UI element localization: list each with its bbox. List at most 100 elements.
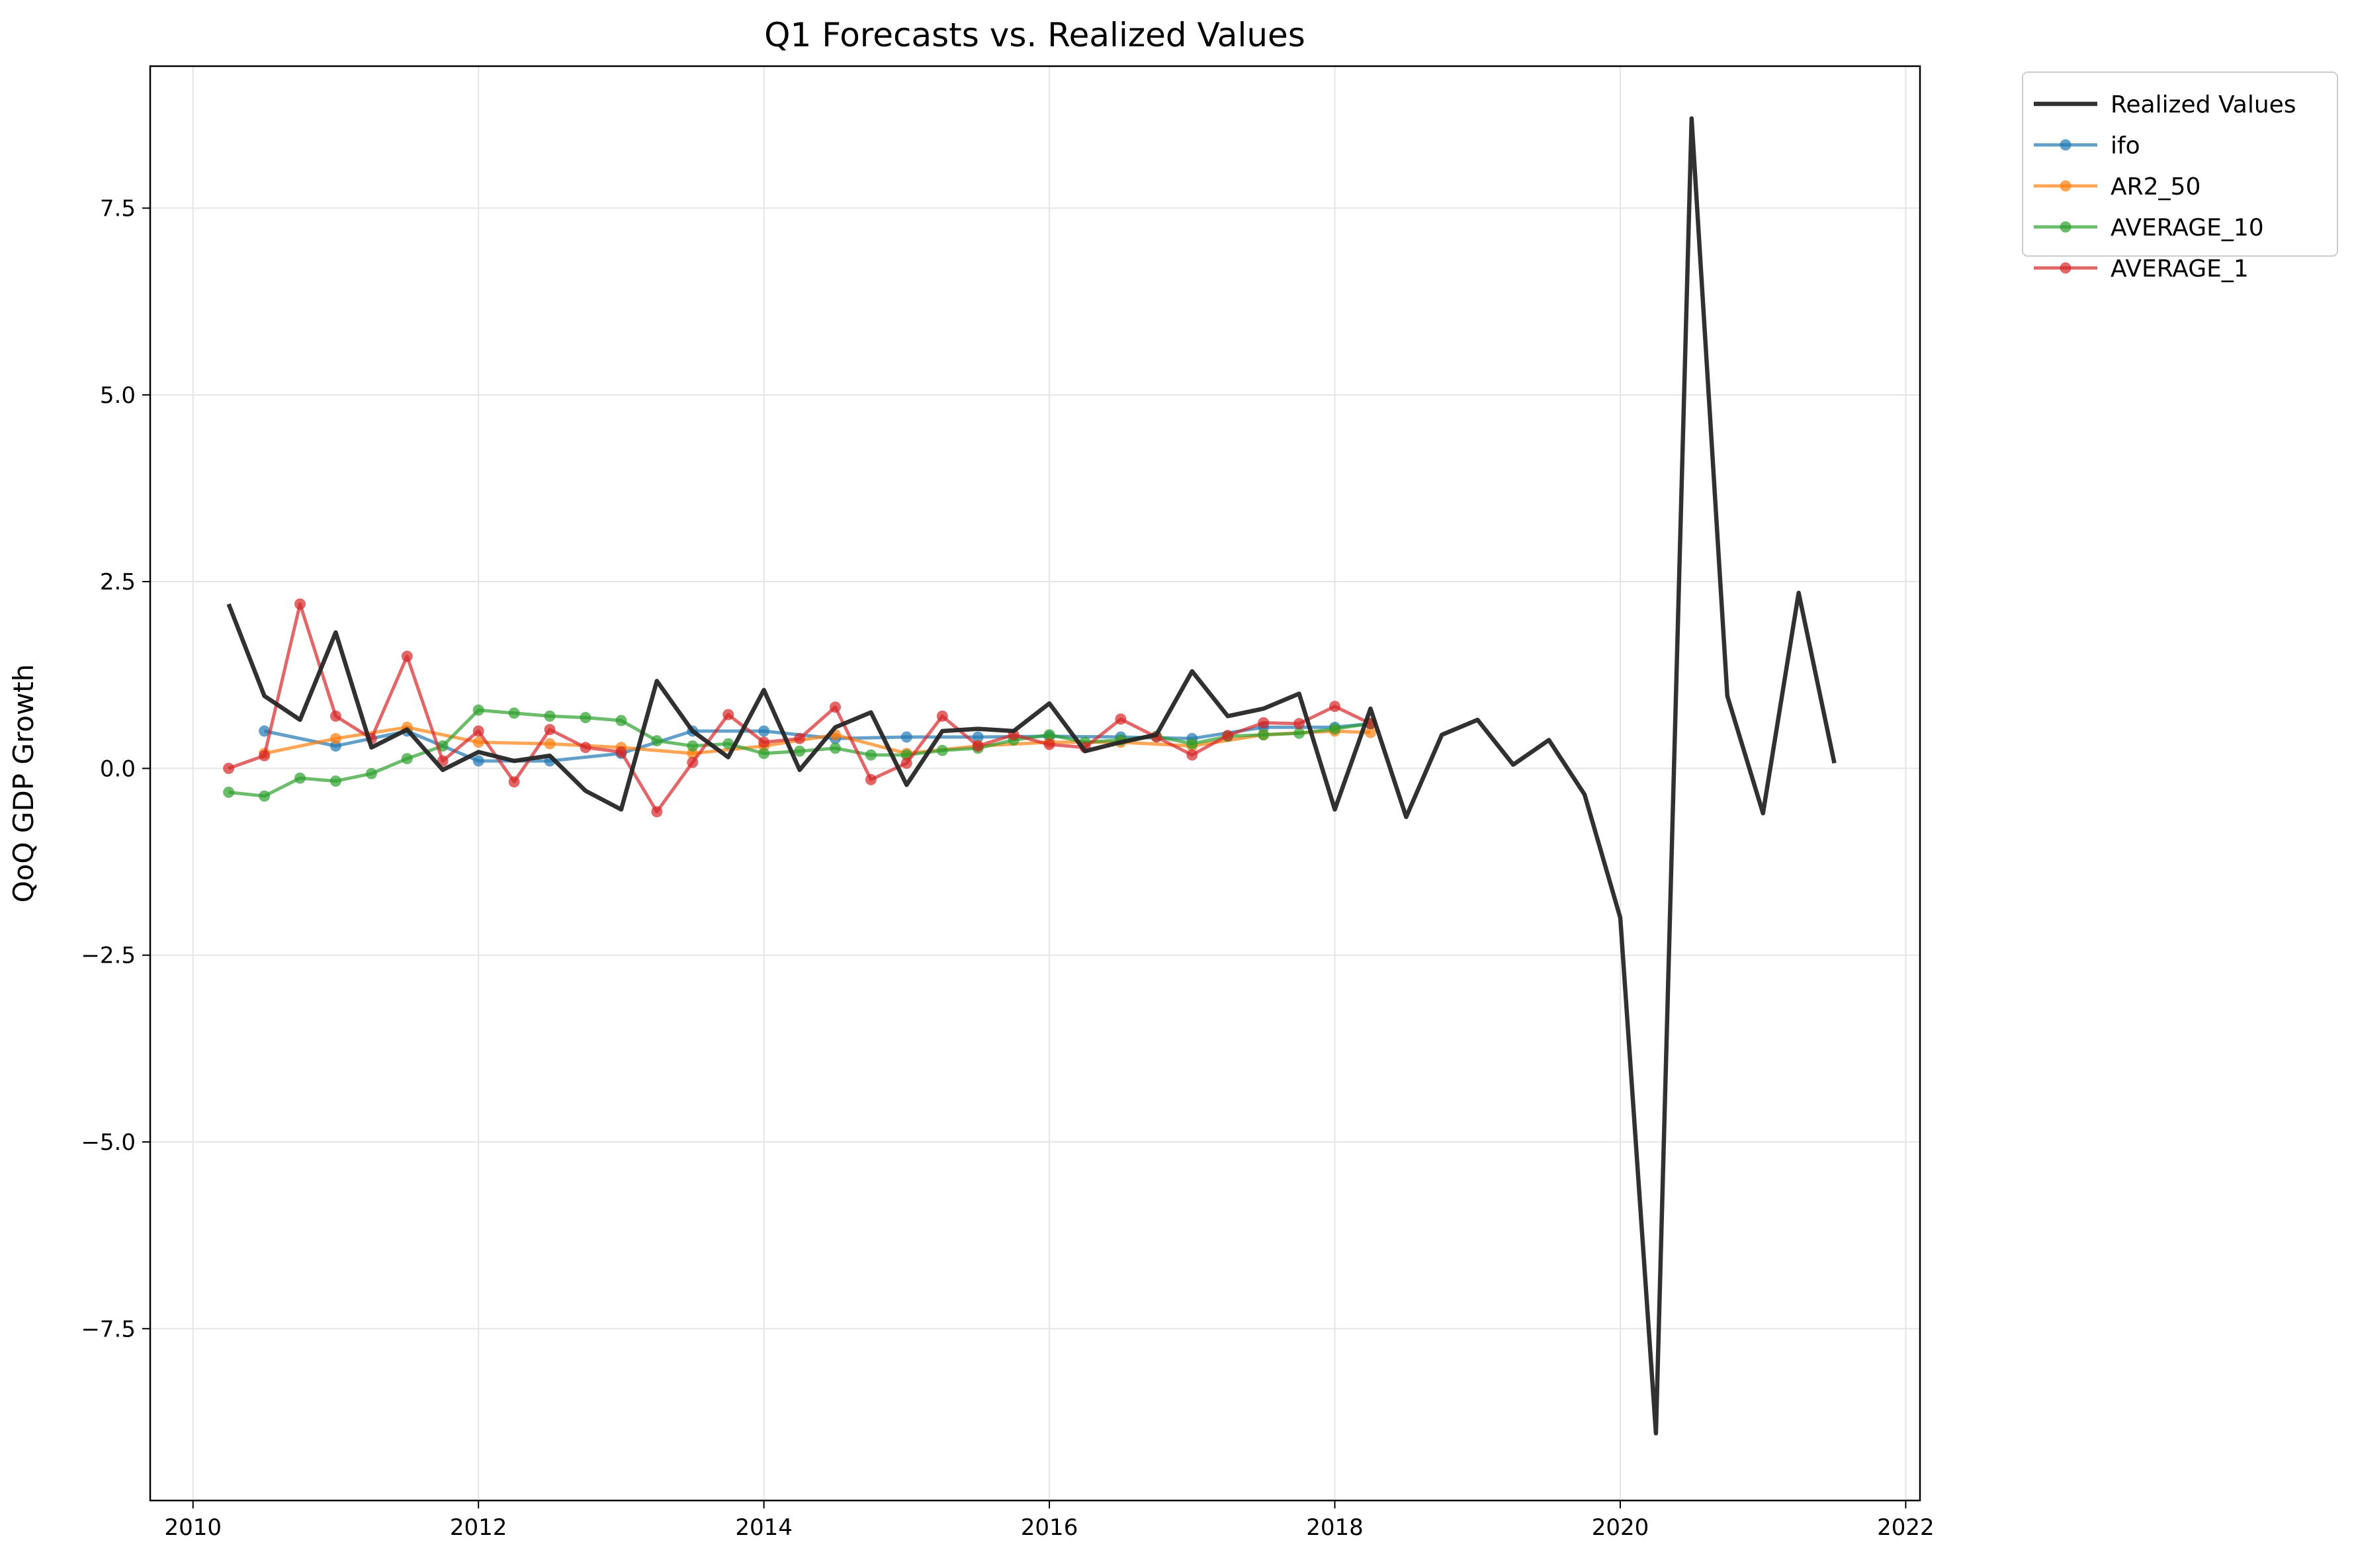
y-axis-label: QoQ GDP Growth: [7, 664, 40, 903]
legend-marker-ifo: [2060, 139, 2071, 151]
data-point-average-1: [1043, 738, 1055, 750]
legend-entry-average-10: AVERAGE_10: [2034, 214, 2264, 241]
data-point-ifo: [472, 755, 484, 767]
data-point-average-10: [722, 738, 734, 750]
data-point-average-1: [900, 758, 912, 769]
legend-entry-average-1: AVERAGE_1: [2034, 255, 2249, 283]
data-point-average-1: [1258, 717, 1270, 728]
data-point-average-10: [830, 742, 841, 754]
data-point-average-1: [615, 746, 627, 758]
data-point-average-10: [936, 744, 948, 756]
data-point-average-10: [615, 715, 627, 726]
data-point-average-1: [580, 742, 591, 754]
data-point-average-1: [329, 710, 341, 722]
data-point-ifo: [972, 731, 984, 743]
legend-marker-average-10: [2060, 221, 2071, 233]
data-point-average-1: [1222, 730, 1234, 742]
legend-label-average-10: AVERAGE_10: [2111, 214, 2264, 241]
legend: Realized Values ifo AR2_50 AVERAGE_10 AVERAG…: [2022, 71, 2338, 283]
series-realized-values: [226, 116, 1837, 1436]
data-point-average-1: [401, 650, 413, 662]
series-group: [223, 116, 1837, 1436]
y-tick-label: −7.5: [81, 1316, 136, 1342]
data-point-average-1: [830, 701, 841, 713]
data-point-average-10: [1186, 738, 1198, 750]
data-point-average-10: [365, 767, 377, 779]
x-tick-label: 2016: [1021, 1514, 1078, 1541]
x-tick-label: 2010: [164, 1514, 222, 1541]
data-point-average-10: [1043, 729, 1055, 741]
x-tick-label: 2020: [1592, 1514, 1649, 1541]
y-tick-label: 2.5: [100, 569, 136, 595]
data-point-average-1: [794, 732, 806, 744]
y-tick-label: −5.0: [81, 1129, 136, 1156]
data-point-average-10: [1293, 727, 1305, 739]
data-point-ar2-50: [329, 732, 341, 744]
data-point-average-1: [722, 709, 734, 720]
legend-label-ar2-50: AR2_50: [2111, 173, 2201, 200]
data-point-average-1: [223, 762, 235, 774]
legend-marker-average-1: [2060, 262, 2071, 274]
data-point-average-10: [651, 735, 663, 747]
data-point-average-10: [472, 704, 484, 716]
y-tick-label: 7.5: [100, 196, 136, 222]
legend-label-realized-values: Realized Values: [2111, 91, 2296, 118]
data-point-ifo: [259, 725, 271, 737]
data-point-average-1: [865, 773, 877, 785]
data-point-average-10: [1258, 729, 1270, 741]
legend-entries: Realized Values ifo AR2_50 AVERAGE_10 AVERAG…: [2034, 91, 2296, 283]
data-point-average-10: [687, 740, 699, 752]
data-point-average-10: [294, 772, 306, 784]
data-point-average-1: [1329, 701, 1340, 713]
data-point-average-1: [472, 725, 484, 737]
data-point-ar2-50: [544, 738, 556, 750]
legend-entry-realized-values: Realized Values: [2034, 91, 2296, 118]
data-point-ar2-50: [472, 736, 484, 748]
series-average-10: [223, 704, 1376, 802]
data-point-ifo: [900, 731, 912, 743]
data-point-average-1: [294, 598, 306, 610]
plot-frame: [149, 65, 1921, 1502]
data-point-average-10: [401, 753, 413, 765]
chart-title: Q1 Forecasts vs. Realized Values: [764, 16, 1305, 54]
data-point-ar2-50: [1365, 726, 1376, 738]
data-point-average-1: [1115, 713, 1127, 725]
data-point-average-1: [1293, 718, 1305, 730]
data-point-average-1: [651, 806, 663, 818]
data-point-average-10: [508, 707, 520, 719]
data-point-average-10: [329, 775, 341, 787]
x-tick-label: 2022: [1877, 1514, 1935, 1541]
data-point-average-1: [508, 776, 520, 788]
data-point-ifo: [758, 725, 770, 737]
ticks: 2010 2012 2014 2016 2018 2020 2022 7.5 5.0 2.5 0.0…: [81, 196, 1934, 1541]
y-tick-label: 0.0: [100, 756, 136, 782]
data-point-average-10: [544, 710, 556, 722]
legend-marker-ar2-50: [2060, 180, 2071, 192]
data-point-average-10: [223, 787, 235, 798]
x-tick-label: 2018: [1306, 1514, 1364, 1541]
legend-entry-ar2-50: AR2_50: [2034, 173, 2201, 200]
series-line-realized-values: [226, 116, 1837, 1436]
data-point-average-1: [936, 710, 948, 722]
data-point-average-10: [794, 745, 806, 757]
x-tick-label: 2012: [450, 1514, 507, 1541]
x-tick-label: 2014: [735, 1514, 793, 1541]
data-point-average-10: [758, 748, 770, 760]
data-point-average-1: [1186, 749, 1198, 761]
y-tick-label: −2.5: [81, 943, 136, 969]
data-point-average-1: [758, 736, 770, 748]
data-point-average-10: [865, 749, 877, 761]
data-point-average-1: [259, 750, 271, 762]
y-tick-label: 5.0: [100, 382, 136, 409]
legend-label-average-1: AVERAGE_1: [2111, 255, 2249, 283]
legend-label-ifo: ifo: [2111, 132, 2140, 159]
data-point-average-1: [972, 740, 984, 752]
legend-entry-ifo: ifo: [2034, 132, 2140, 159]
data-point-average-1: [544, 724, 556, 736]
data-point-average-10: [259, 790, 271, 802]
data-point-average-1: [687, 756, 699, 768]
legend-frame: [2022, 71, 2338, 257]
data-point-average-10: [580, 712, 591, 724]
